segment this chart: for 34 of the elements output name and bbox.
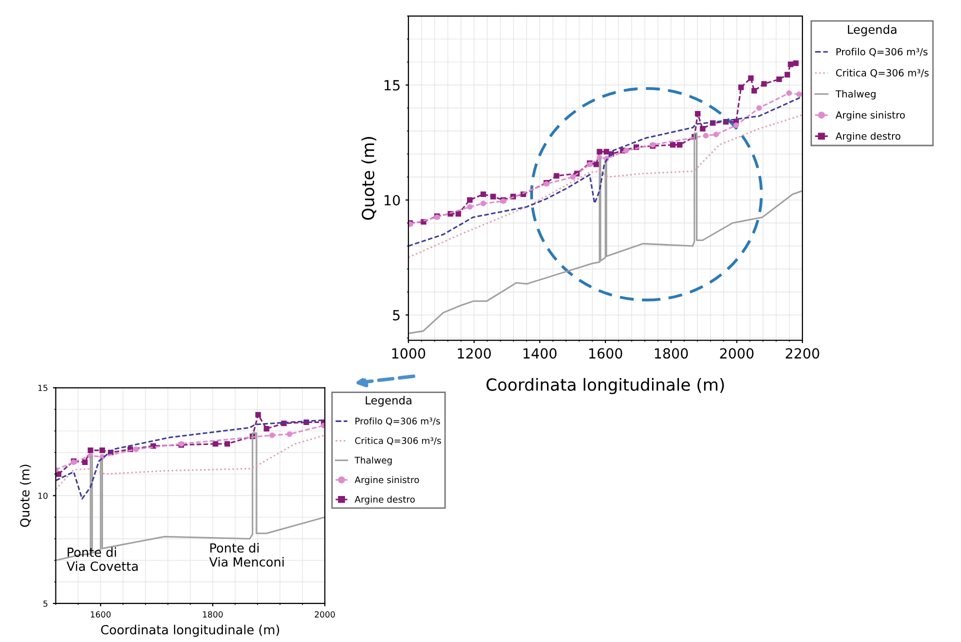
y-tick-label: 15 [384,80,400,91]
legend-label: Argine sinistro [354,476,419,485]
x-tick-label: 1600 [589,348,622,359]
legend-label: Argine destro [836,132,900,142]
x-tick-label: 2000 [314,611,335,618]
legend-label: Argine destro [354,496,415,504]
x-tick-label: 1600 [90,611,111,618]
y-tick-label: 5 [393,310,400,320]
y-tick-label: 15 [38,384,48,392]
x-tick-label: 1800 [203,611,223,618]
y-axis-title: Quote (m) [361,136,376,220]
x-tick-label: 2200 [786,348,820,359]
annotation: Ponte di Via Covetta [66,547,138,571]
annotation: Ponte di Via Menconi [209,542,284,567]
legend-title: Legenda [366,396,412,407]
y-tick-label: 5 [43,600,48,607]
x-axis-title: Coordinata longitudinale (m) [486,378,724,394]
x-tick-label: 1800 [654,348,688,359]
legend-label: Thalweg [836,90,876,100]
legend-label: Profilo Q=306 m³/s [836,48,928,57]
legend-label: Profilo Q=306 m³/s [355,417,440,426]
legend-label: Argine sinistro [836,111,905,121]
x-tick-label: 2000 [720,348,754,359]
x-axis-title: Coordinata longitudinale (m) [101,624,280,637]
x-tick-label: 1400 [524,348,557,359]
legend-label: Thalweg [354,456,392,466]
y-axis-title: Quote (m) [20,464,31,527]
legend-label: Critica Q=306 m³/s [355,437,442,446]
x-tick-label: 1000 [392,348,426,359]
legend-label: Critica Q=306 m³/s [836,68,929,78]
x-tick-label: 1200 [458,348,491,359]
y-tick-label: 10 [384,194,400,206]
legend-title: Legenda [848,24,896,36]
y-tick-label: 10 [38,492,48,499]
